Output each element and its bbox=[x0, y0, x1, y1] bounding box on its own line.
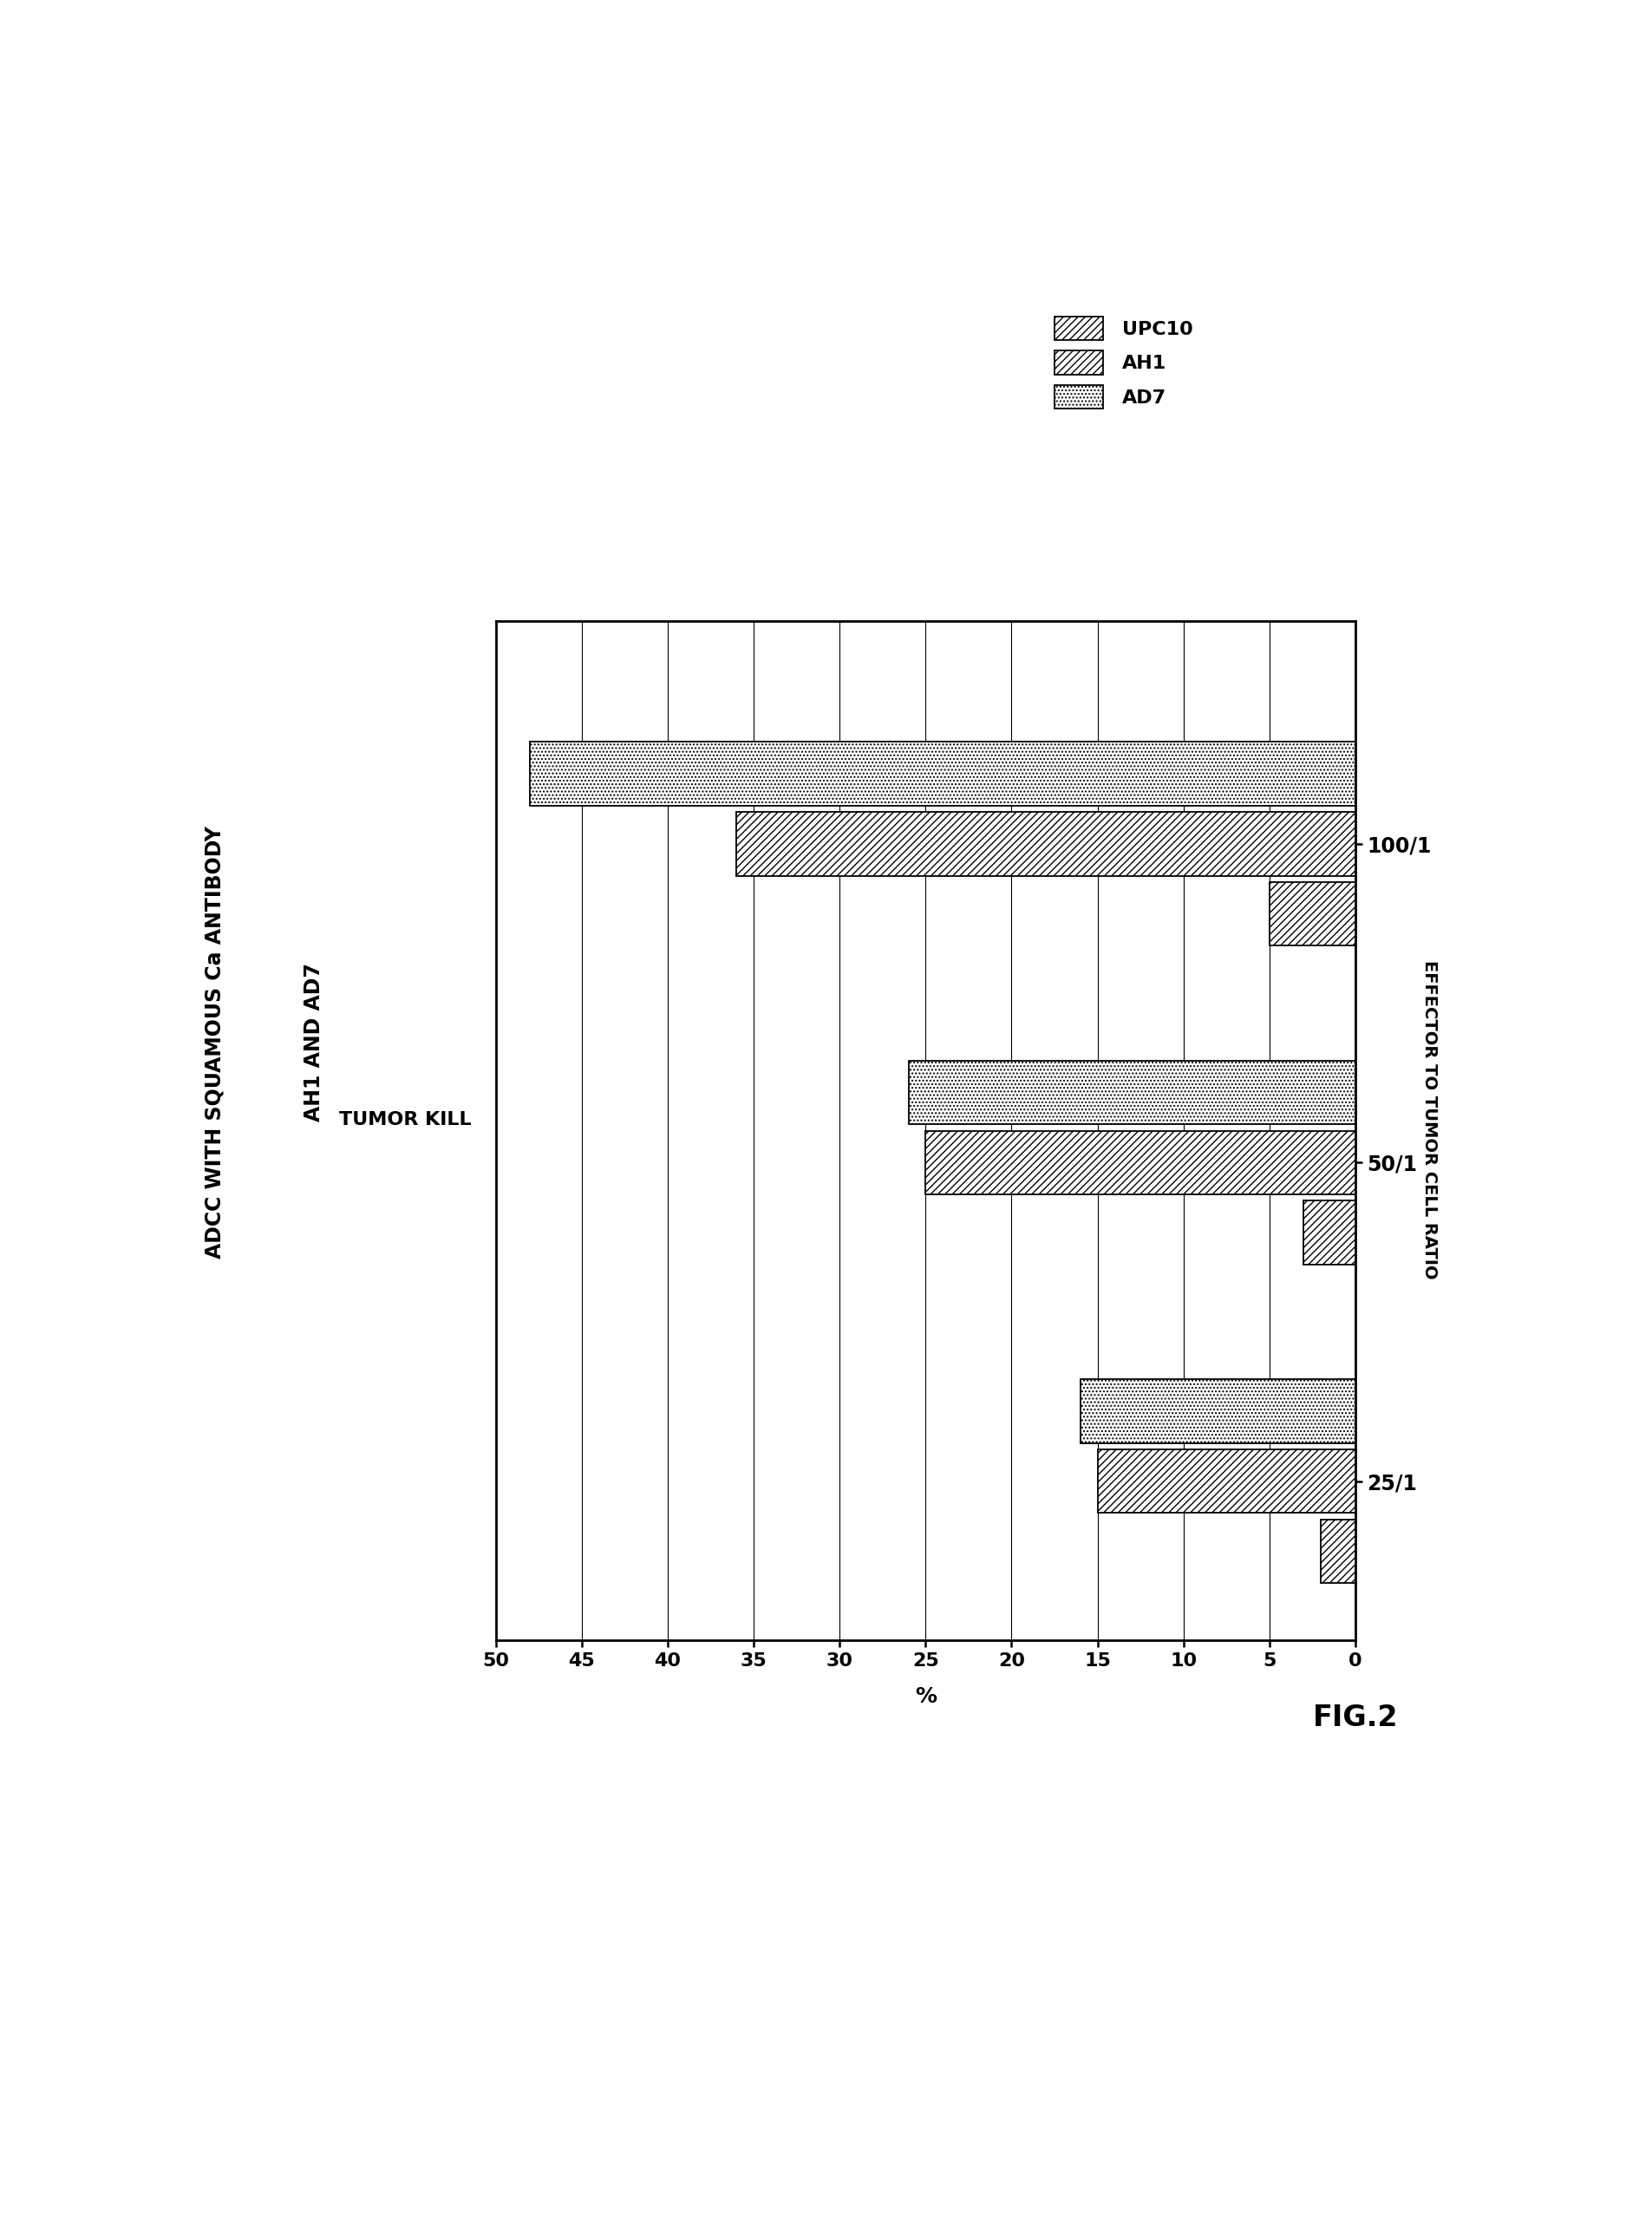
Bar bbox=[925, 1131, 1355, 1195]
Bar bbox=[1269, 882, 1355, 947]
Bar bbox=[1303, 1202, 1355, 1264]
Bar bbox=[909, 1060, 1355, 1124]
Bar bbox=[1080, 1379, 1355, 1443]
Text: AH1 AND AD7: AH1 AND AD7 bbox=[304, 962, 324, 1122]
Text: ADCC WITH SQUAMOUS Ca ANTIBODY: ADCC WITH SQUAMOUS Ca ANTIBODY bbox=[205, 825, 225, 1259]
X-axis label: %: % bbox=[914, 1687, 937, 1707]
Bar bbox=[530, 743, 1355, 805]
Legend: UPC10, AH1, AD7: UPC10, AH1, AD7 bbox=[1046, 308, 1201, 417]
Bar bbox=[737, 811, 1355, 876]
Bar bbox=[1097, 1450, 1355, 1512]
Bar bbox=[1320, 1519, 1355, 1583]
Text: TUMOR KILL: TUMOR KILL bbox=[339, 1111, 471, 1128]
Text: EFFECTOR TO TUMOR CELL RATIO: EFFECTOR TO TUMOR CELL RATIO bbox=[1421, 960, 1437, 1279]
Text: FIG.2: FIG.2 bbox=[1312, 1705, 1398, 1731]
